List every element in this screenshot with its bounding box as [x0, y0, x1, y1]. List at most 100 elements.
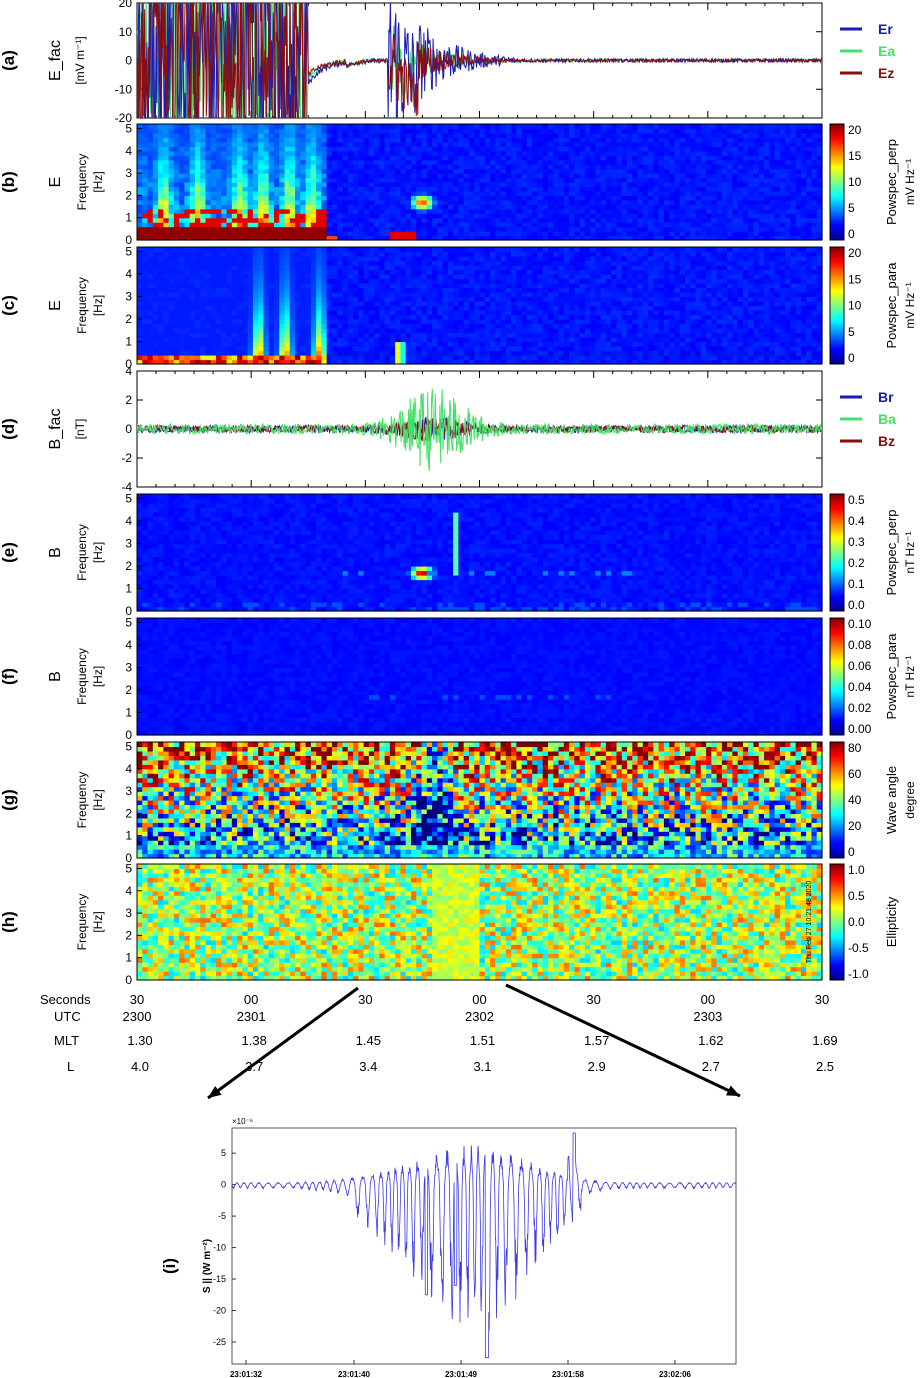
cell: [332, 324, 338, 329]
cell: [327, 200, 333, 205]
cell: [184, 270, 190, 275]
cell: [242, 346, 248, 351]
cell: [163, 351, 169, 356]
cell: [237, 191, 243, 196]
cell: [295, 342, 301, 347]
cell: [659, 191, 665, 196]
cell: [311, 213, 317, 218]
cell: [158, 337, 164, 342]
cell: [337, 288, 343, 293]
cell: [485, 231, 491, 236]
cell: [174, 337, 180, 342]
cell: [617, 173, 623, 178]
cell: [416, 142, 422, 147]
cell: [406, 319, 412, 324]
cell: [422, 252, 428, 257]
cell: [785, 191, 791, 196]
cell: [227, 324, 233, 329]
cell: [364, 137, 370, 142]
cell: [374, 351, 380, 356]
cell: [638, 195, 644, 200]
cell: [385, 261, 391, 266]
cell: [806, 133, 812, 138]
cell: [227, 124, 233, 129]
cell: [195, 200, 201, 205]
cell: [327, 186, 333, 191]
cell: [306, 265, 312, 270]
cell: [221, 297, 227, 302]
cell: [585, 204, 591, 209]
cell: [764, 222, 770, 227]
cell: [522, 137, 528, 142]
cell: [580, 209, 586, 214]
cell: [206, 218, 212, 223]
cell: [253, 292, 259, 297]
cell: [411, 274, 417, 279]
cell: [796, 227, 802, 232]
cell: [137, 204, 143, 209]
cell: [775, 155, 781, 160]
cell: [685, 133, 691, 138]
cell: [416, 213, 422, 218]
cell: [153, 178, 159, 183]
cell: [258, 209, 264, 214]
cell: [253, 265, 259, 270]
cell: [142, 186, 148, 191]
cell: [785, 218, 791, 223]
cell: [248, 137, 254, 142]
cell: [221, 218, 227, 223]
cell: [227, 231, 233, 236]
cell: [321, 301, 327, 306]
cell: [195, 297, 201, 302]
cell: [406, 301, 412, 306]
cell: [627, 227, 633, 232]
cell: [806, 155, 812, 160]
cell: [148, 155, 154, 160]
cell: [306, 274, 312, 279]
cell: [559, 231, 565, 236]
cell: [664, 209, 670, 214]
cell: [511, 227, 517, 232]
cell: [711, 146, 717, 151]
cell: [269, 178, 275, 183]
cell: [416, 169, 422, 174]
cell: [632, 128, 638, 133]
cell: [163, 306, 169, 311]
cell: [722, 195, 728, 200]
cell: [569, 200, 575, 205]
cell: [174, 227, 180, 232]
cell: [374, 333, 380, 338]
cell: [311, 169, 317, 174]
cell: [216, 191, 222, 196]
cell: [411, 252, 417, 257]
cell: [321, 146, 327, 151]
cell: [263, 191, 269, 196]
cell: [764, 169, 770, 174]
cell: [701, 218, 707, 223]
cell: [738, 128, 744, 133]
cell: [316, 231, 322, 236]
cell: [690, 151, 696, 156]
cell: [242, 261, 248, 266]
cell: [775, 227, 781, 232]
cell: [411, 324, 417, 329]
cell: [406, 283, 412, 288]
cell: [432, 328, 438, 333]
cell: [448, 155, 454, 160]
cell: [379, 288, 385, 293]
cell: [179, 186, 185, 191]
cell: [321, 209, 327, 214]
cell: [469, 169, 475, 174]
cell: [790, 173, 796, 178]
cell: [648, 204, 654, 209]
cell: [195, 218, 201, 223]
cell: [200, 218, 206, 223]
cell: [148, 351, 154, 356]
cell: [153, 324, 159, 329]
cell: [195, 283, 201, 288]
cell: [769, 186, 775, 191]
cell: [248, 256, 254, 261]
cell: [358, 337, 364, 342]
cell: [174, 261, 180, 266]
cell: [195, 191, 201, 196]
